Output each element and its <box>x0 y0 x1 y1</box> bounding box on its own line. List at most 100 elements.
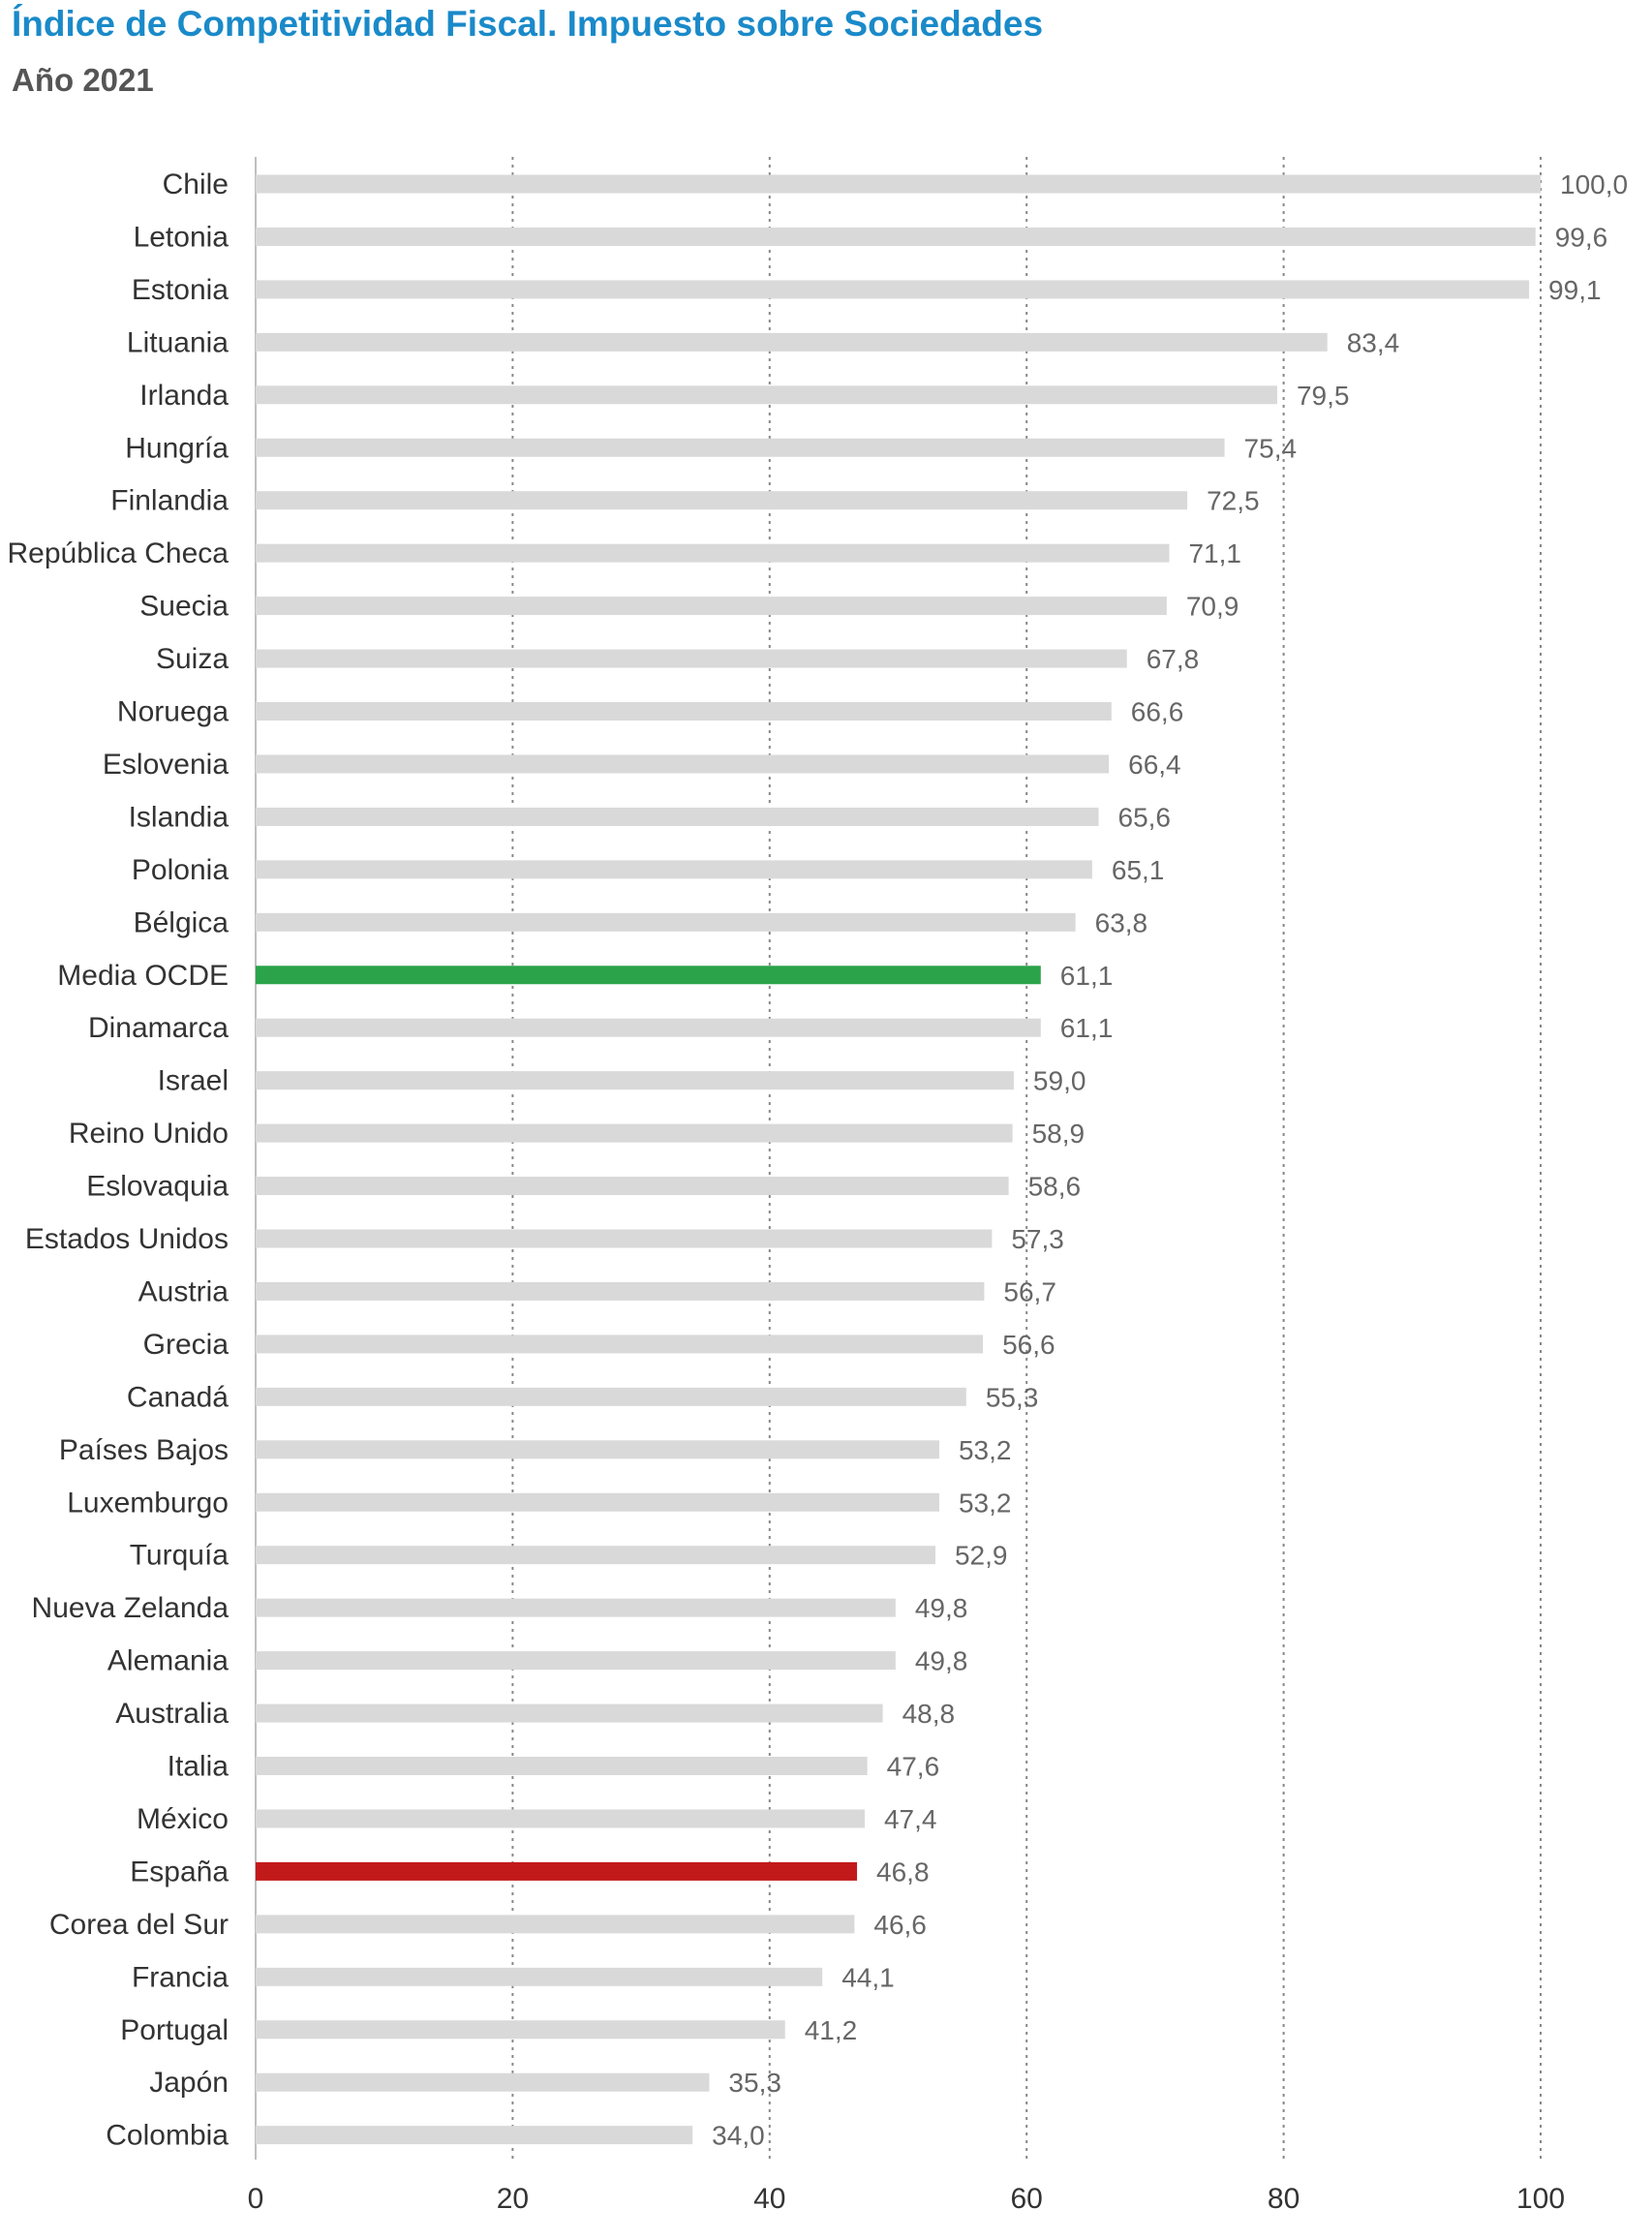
bar <box>256 1440 939 1459</box>
category-label: Finlandia <box>110 485 229 517</box>
bar <box>256 227 1536 246</box>
category-label: República Checa <box>8 537 229 569</box>
category-label: Suiza <box>156 643 229 675</box>
value-label: 83,4 <box>1347 327 1400 357</box>
value-label: 57,3 <box>1011 1224 1064 1254</box>
bar <box>256 2072 710 2092</box>
value-label: 100,0 <box>1560 169 1628 199</box>
value-label: 49,8 <box>915 1593 968 1623</box>
bar <box>256 1967 823 1986</box>
bar <box>256 807 1099 826</box>
bar <box>256 438 1225 457</box>
bar <box>256 912 1076 932</box>
value-label: 56,7 <box>1003 1276 1056 1306</box>
x-tick-label: 20 <box>497 2183 529 2215</box>
category-label: Letonia <box>134 221 229 253</box>
value-label: 49,8 <box>915 1646 968 1676</box>
value-label: 75,4 <box>1244 433 1298 463</box>
value-label: 63,8 <box>1095 907 1148 937</box>
value-label: 58,9 <box>1032 1119 1086 1149</box>
category-label: México <box>137 1803 229 1835</box>
category-label: Media OCDE <box>57 960 229 992</box>
bar <box>256 1018 1041 1037</box>
category-label: Colombia <box>106 2120 229 2152</box>
category-label: Turquía <box>130 1540 229 1572</box>
value-label: 61,1 <box>1060 1013 1114 1043</box>
category-label: Islandia <box>129 801 229 833</box>
value-label: 59,0 <box>1033 1066 1086 1096</box>
bar <box>256 2126 693 2145</box>
gridlines <box>511 157 1542 2160</box>
bar <box>256 860 1092 879</box>
value-label: 70,9 <box>1186 592 1239 622</box>
x-tick-label: 40 <box>753 2183 785 2215</box>
category-label: Estados Unidos <box>25 1223 229 1255</box>
category-label: Grecia <box>143 1329 229 1361</box>
bar <box>256 1757 868 1775</box>
x-tick-label: 60 <box>1011 2183 1043 2215</box>
bar <box>256 1546 935 1565</box>
category-label: Corea del Sur <box>49 1909 229 1941</box>
category-label: Portugal <box>120 2014 229 2046</box>
value-label: 47,4 <box>884 1804 937 1834</box>
bars: Chile 100,0 Letonia 99,6 Estonia 99,1 Lituania… <box>8 169 1629 2152</box>
value-label: 61,1 <box>1060 961 1114 991</box>
category-label: Australia <box>115 1698 229 1730</box>
category-label: Canadá <box>127 1381 229 1413</box>
category-label: Estonia <box>132 274 229 306</box>
category-label: Israel <box>158 1065 229 1097</box>
bar <box>256 1229 993 1248</box>
bar <box>256 1703 883 1723</box>
value-label: 99,1 <box>1548 275 1602 305</box>
value-label: 66,6 <box>1131 697 1184 727</box>
bar <box>256 174 1541 194</box>
chart-title: Índice de Competitividad Fiscal. Impuest… <box>12 4 1044 44</box>
value-label: 46,8 <box>876 1856 930 1887</box>
category-label: Eslovaquia <box>86 1171 229 1203</box>
chart-subtitle: Año 2021 <box>12 62 154 98</box>
x-axis-ticks: 0 20 40 60 80 100 <box>248 2183 1565 2215</box>
bar <box>256 597 1167 616</box>
value-label: 34,0 <box>712 2121 765 2151</box>
value-label: 65,1 <box>1112 855 1165 885</box>
category-label: Bélgica <box>134 906 229 938</box>
bar <box>256 1387 966 1406</box>
bar <box>256 1861 858 1881</box>
value-label: 79,5 <box>1297 381 1350 411</box>
value-label: 55,3 <box>986 1382 1039 1412</box>
bar <box>256 1651 896 1671</box>
bar <box>256 385 1277 405</box>
value-label: 46,6 <box>873 1910 927 1940</box>
bar <box>256 1281 985 1301</box>
category-label: Francia <box>132 1961 229 1993</box>
category-label: Hungría <box>125 432 229 464</box>
value-label: 99,6 <box>1555 222 1608 252</box>
value-label: 35,3 <box>728 2068 781 2098</box>
bar <box>256 1915 855 1934</box>
category-label: Noruega <box>117 696 229 728</box>
category-label: Eslovenia <box>103 749 229 781</box>
value-label: 48,8 <box>902 1699 956 1729</box>
category-label: Reino Unido <box>69 1118 229 1150</box>
bar <box>256 491 1188 510</box>
value-label: 58,6 <box>1028 1172 1082 1202</box>
category-label: Luxemburgo <box>67 1487 229 1519</box>
bar <box>256 543 1170 563</box>
category-label: Japón <box>149 2067 229 2099</box>
bar <box>256 1123 1013 1143</box>
category-label: Irlanda <box>139 380 229 412</box>
bar <box>256 649 1127 668</box>
category-label: Polonia <box>132 854 229 886</box>
bar <box>256 966 1041 985</box>
bar <box>256 280 1530 299</box>
bar <box>256 1598 896 1617</box>
category-label: Italia <box>168 1751 229 1783</box>
category-label: Austria <box>138 1275 229 1307</box>
value-label: 41,2 <box>805 2015 858 2045</box>
value-label: 65,6 <box>1118 802 1172 832</box>
value-label: 47,6 <box>887 1752 940 1782</box>
category-label: Países Bajos <box>59 1434 229 1466</box>
value-label: 66,4 <box>1128 750 1181 780</box>
x-tick-label: 80 <box>1268 2183 1300 2215</box>
